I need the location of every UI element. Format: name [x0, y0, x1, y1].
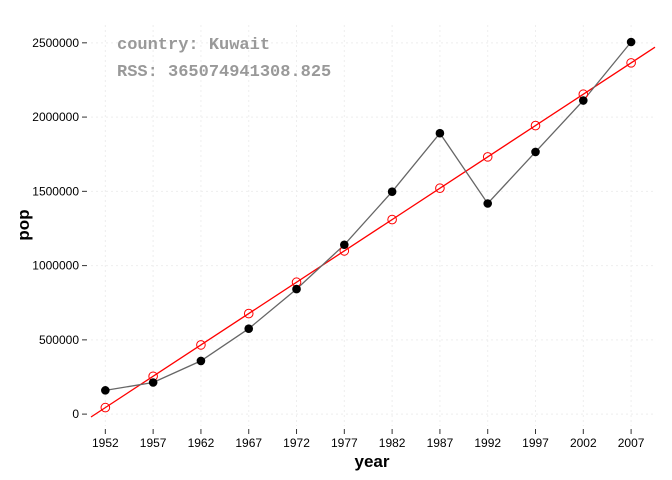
x-tick-label: 1962 [188, 436, 215, 450]
fitted-line [90, 46, 656, 418]
y-axis-title: pop [14, 209, 33, 240]
x-tick-label: 1952 [92, 436, 119, 450]
fitted-point [482, 152, 493, 162]
y-tick-label: 2500000 [32, 36, 79, 50]
fitted-point [435, 183, 445, 194]
x-tick-label: 1957 [140, 436, 167, 450]
fitted-point [530, 120, 541, 131]
series-points [100, 37, 636, 413]
observed-point [531, 147, 540, 157]
observed-point [435, 128, 445, 138]
fitted-point [243, 308, 254, 319]
y-tick-label: 1500000 [32, 184, 79, 198]
x-tick-label: 1997 [522, 436, 549, 450]
fitted-point [100, 402, 111, 413]
fitted-point [196, 340, 206, 350]
x-axis-ticks: 1952 1957 1962 1967 1972 1977 1982 1987 1992 1997… [92, 429, 645, 450]
y-axis-ticks: 0 500000 1000000 1500000 2000000 2500000 [32, 36, 87, 421]
observed-line [105, 41, 632, 392]
observed-point [579, 96, 588, 105]
x-tick-label: 1987 [427, 436, 454, 450]
series-lines [90, 41, 656, 418]
fitted-point [626, 58, 636, 68]
x-tick-label: 1977 [331, 436, 358, 450]
fitted-point [387, 214, 397, 225]
x-tick-label: 2002 [570, 436, 597, 450]
y-tick-label: 2000000 [32, 110, 79, 124]
x-axis-title: year [355, 452, 390, 471]
y-tick-label: 500000 [39, 333, 79, 347]
observed-point [292, 284, 301, 294]
observed-point [196, 356, 206, 366]
observed-point [626, 37, 636, 47]
y-tick-label: 0 [72, 407, 79, 421]
y-tick-label: 1000000 [32, 259, 79, 273]
observed-point [148, 378, 158, 387]
observed-point [387, 187, 397, 197]
x-tick-label: 1982 [379, 436, 406, 450]
observed-point [101, 386, 110, 395]
x-tick-label: 1967 [235, 436, 262, 450]
x-tick-label: 2007 [618, 436, 645, 450]
grid [91, 25, 655, 426]
x-tick-label: 1972 [283, 436, 310, 450]
observed-point [483, 199, 493, 208]
x-tick-label: 1992 [474, 436, 501, 450]
annotation-rss: RSS: 365074941308.825 [117, 63, 331, 82]
observed-point [244, 324, 254, 334]
annotation-country: country: Kuwait [117, 36, 270, 55]
observed-point [340, 240, 349, 250]
